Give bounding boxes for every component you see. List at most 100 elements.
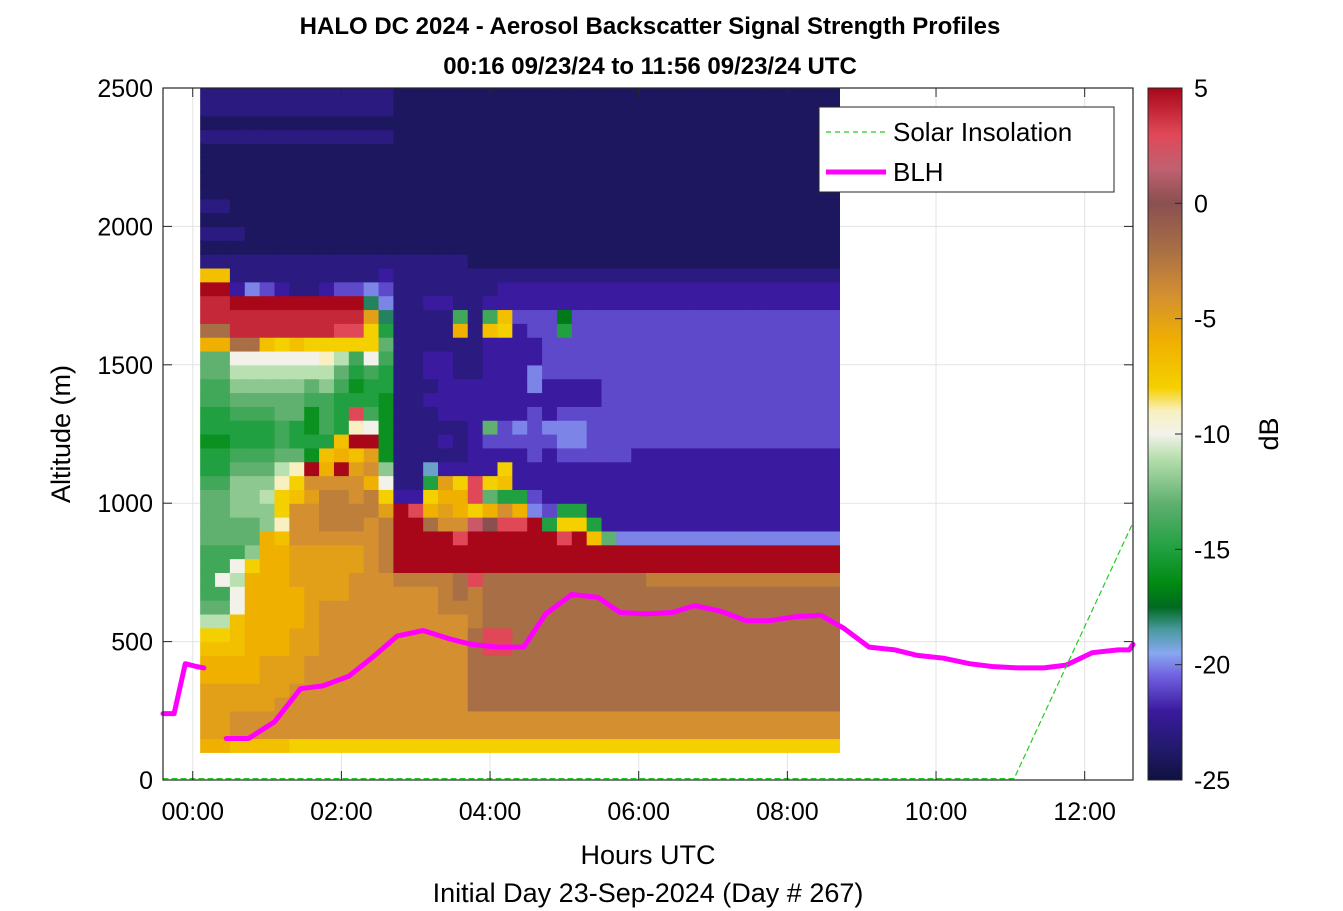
heatmap-cell <box>646 406 661 420</box>
heatmap-cell <box>408 185 423 199</box>
heatmap-cell <box>497 240 512 254</box>
heatmap-cell <box>661 157 676 171</box>
heatmap-cell <box>602 309 617 323</box>
heatmap-cell <box>245 213 260 227</box>
heatmap-cell <box>379 392 394 406</box>
heatmap-cell <box>438 185 453 199</box>
heatmap-cell <box>795 323 810 337</box>
heatmap-cell <box>780 213 795 227</box>
heatmap-cell <box>587 434 602 448</box>
heatmap-cell <box>319 130 334 144</box>
heatmap-cell <box>289 655 304 669</box>
heatmap-cell <box>572 337 587 351</box>
heatmap-cell <box>616 88 631 102</box>
heatmap-cell <box>260 434 275 448</box>
heatmap-cell <box>646 157 661 171</box>
heatmap-cell <box>572 559 587 573</box>
heatmap-cell <box>364 254 379 268</box>
heatmap-cell <box>304 711 319 725</box>
heatmap-cell <box>230 102 245 116</box>
heatmap-cell <box>230 296 245 310</box>
heatmap-cell <box>349 268 364 282</box>
heatmap-cell <box>408 226 423 240</box>
heatmap-cell <box>304 406 319 420</box>
heatmap-cell <box>527 572 542 586</box>
heatmap-cell <box>676 171 691 185</box>
heatmap-cell <box>379 143 394 157</box>
heatmap-cell <box>750 586 765 600</box>
heatmap-cell <box>750 337 765 351</box>
heatmap-cell <box>200 102 215 116</box>
heatmap-cell <box>602 406 617 420</box>
heatmap-cell <box>572 462 587 476</box>
heatmap-cell <box>676 406 691 420</box>
heatmap-cell <box>245 628 260 642</box>
heatmap-cell <box>349 531 364 545</box>
heatmap-cell <box>423 434 438 448</box>
heatmap-cell <box>319 559 334 573</box>
heatmap-cell <box>349 711 364 725</box>
heatmap-cell <box>334 655 349 669</box>
heatmap-cell <box>527 296 542 310</box>
colorbar-tick-label: -15 <box>1194 536 1230 564</box>
heatmap-cell <box>274 503 289 517</box>
heatmap-cell <box>497 517 512 531</box>
heatmap-cell <box>349 434 364 448</box>
heatmap-cell <box>200 669 215 683</box>
heatmap-cell <box>795 559 810 573</box>
heatmap-cell <box>497 448 512 462</box>
heatmap-cell <box>765 642 780 656</box>
heatmap-cell <box>542 572 557 586</box>
heatmap-cell <box>691 711 706 725</box>
heatmap-cell <box>334 392 349 406</box>
heatmap-cell <box>245 254 260 268</box>
heatmap-cell <box>453 185 468 199</box>
heatmap-cell <box>304 697 319 711</box>
heatmap-cell <box>572 379 587 393</box>
heatmap-cell <box>423 669 438 683</box>
heatmap-cell <box>691 531 706 545</box>
heatmap-cell <box>542 254 557 268</box>
heatmap-cell <box>527 489 542 503</box>
heatmap-cell <box>453 351 468 365</box>
heatmap-cell <box>438 531 453 545</box>
heatmap-cell <box>453 462 468 476</box>
heatmap-cell <box>825 420 840 434</box>
heatmap-cell <box>557 240 572 254</box>
heatmap-cell <box>349 296 364 310</box>
heatmap-cell <box>557 683 572 697</box>
heatmap-cell <box>572 697 587 711</box>
heatmap-cell <box>200 254 215 268</box>
heatmap-cell <box>230 531 245 545</box>
heatmap-cell <box>825 559 840 573</box>
heatmap-cell <box>364 157 379 171</box>
heatmap-cell <box>200 517 215 531</box>
heatmap-cell <box>408 725 423 739</box>
heatmap-cell <box>423 213 438 227</box>
heatmap-cell <box>542 559 557 573</box>
heatmap-cell <box>825 226 840 240</box>
heatmap-cell <box>349 157 364 171</box>
heatmap-cell <box>260 392 275 406</box>
heatmap-cell <box>438 199 453 213</box>
heatmap-cell <box>616 323 631 337</box>
heatmap-cell <box>780 545 795 559</box>
heatmap-cell <box>616 462 631 476</box>
heatmap-cell <box>349 240 364 254</box>
heatmap-cell <box>527 503 542 517</box>
heatmap-cell <box>438 725 453 739</box>
heatmap-cell <box>230 420 245 434</box>
heatmap-cell <box>720 531 735 545</box>
heatmap-cell <box>438 420 453 434</box>
heatmap-cell <box>260 559 275 573</box>
heatmap-cell <box>587 669 602 683</box>
heatmap-cell <box>735 392 750 406</box>
heatmap-cell <box>200 711 215 725</box>
heatmap-cell <box>542 683 557 697</box>
heatmap-cell <box>572 655 587 669</box>
heatmap-cell <box>691 392 706 406</box>
heatmap-cell <box>602 642 617 656</box>
heatmap-cell <box>706 531 721 545</box>
heatmap-cell <box>706 448 721 462</box>
heatmap-cell <box>349 392 364 406</box>
